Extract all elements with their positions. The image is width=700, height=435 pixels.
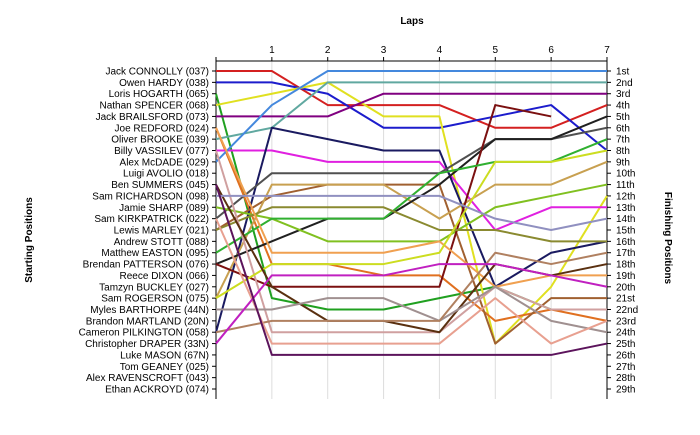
x-axis-title: Laps: [400, 16, 424, 27]
lap-label: 5: [493, 45, 499, 56]
starting-label: Matthew EASTON (095): [101, 248, 209, 259]
starting-label: Jack BRAILSFORD (073): [96, 112, 209, 123]
series-line-23: [216, 285, 608, 334]
series-line-2: [216, 81, 608, 152]
starting-label: Billy VASSILEV (077): [114, 146, 209, 157]
finishing-label: 29th: [616, 384, 635, 395]
series-line-14: [215, 115, 608, 265]
finishing-label: 28th: [616, 373, 635, 384]
series-line-5: [216, 92, 607, 118]
y-axis-right-title: Finishing Positions: [662, 192, 673, 285]
starting-label: Ben SUMMERS (045): [111, 180, 209, 191]
starting-label: Cameron PILKINGTON (058): [79, 328, 209, 339]
starting-label: Tamzyn BUCKLEY (027): [99, 282, 209, 293]
series-line-9: [215, 70, 607, 163]
finishing-label: 25th: [616, 339, 635, 350]
starting-label: Luke MASON (67N): [120, 350, 209, 361]
lap-label: 6: [548, 45, 554, 56]
series-line-8: [216, 149, 607, 231]
starting-label: Reece DIXON (066): [120, 271, 209, 282]
starting-label: Owen HARDY (038): [119, 78, 209, 89]
starting-label: Joe REDFORD (024): [115, 123, 209, 134]
starting-label: Sam KIRKPATRICK (022): [94, 214, 209, 225]
series-line-28: [215, 184, 608, 356]
finishing-label: 3rd: [616, 89, 630, 100]
series-line-27: [216, 194, 608, 231]
finishing-label: 20th: [616, 282, 635, 293]
series-line-6: [215, 127, 608, 322]
starting-label: Jamie SHARP (089): [119, 203, 209, 214]
starting-label: Nathan SPENCER (068): [100, 101, 210, 112]
starting-label: Brandon MARTLAND (20N): [86, 316, 209, 327]
starting-position-labels: Jack CONNOLLY (037)Owen HARDY (038)Loris…: [79, 67, 209, 396]
series-lines: [215, 70, 608, 356]
starting-label: Brendan PATTERSON (076): [83, 260, 209, 271]
starting-label: Myles BARTHORPE (44N): [90, 305, 209, 316]
finishing-label: 5th: [616, 112, 630, 123]
starting-label: Luigi AVOLIO (018): [123, 169, 209, 180]
finishing-label: 10th: [616, 169, 635, 180]
finishing-label: 4th: [616, 101, 630, 112]
lap-tick-labels: 1 2 3 4 5 6 7: [269, 45, 610, 56]
finishing-label: 16th: [616, 237, 635, 248]
starting-label: Sam RICHARDSON (098): [92, 191, 209, 202]
finishing-label: 12th: [616, 191, 635, 202]
series-line-26: [215, 263, 608, 345]
series-line-13: [215, 126, 608, 220]
starting-label: Ethan ACKROYD (074): [105, 384, 209, 395]
finishing-label: 23rd: [616, 316, 636, 327]
finishing-position-labels: 1st2nd3rd4th5th6th7th8th9th10th11th12th1…: [616, 67, 638, 396]
finishing-label: 26th: [616, 350, 635, 361]
finishing-label: 13th: [616, 203, 635, 214]
finishing-label: 18th: [616, 260, 635, 271]
lap-label: 3: [381, 45, 387, 56]
finishing-label: 7th: [616, 135, 630, 146]
finishing-label: 27th: [616, 362, 635, 373]
starting-label: Andrew STOTT (088): [114, 237, 209, 248]
finishing-label: 14th: [616, 214, 635, 225]
starting-label: Loris HOGARTH (065): [109, 89, 209, 100]
starting-label: Christopher DRAPER (33N): [85, 339, 209, 350]
series-line-4: [215, 81, 608, 345]
finishing-label: 21st: [616, 294, 635, 305]
series-line-10: [215, 126, 608, 333]
starting-label: Alex McDADE (029): [120, 157, 209, 168]
starting-label: Lewis MARLEY (021): [114, 225, 209, 236]
axes: [212, 57, 611, 399]
series-line-21: [215, 149, 608, 299]
series-line-15: [215, 183, 608, 243]
lap-label: 4: [437, 45, 443, 56]
lap-label: 7: [604, 45, 610, 56]
finishing-label: 19th: [616, 271, 635, 282]
finishing-label: 9th: [616, 157, 630, 168]
starting-label: Alex RAVENSCROFT (043): [86, 373, 209, 384]
lap-label: 2: [325, 45, 331, 56]
finishing-label: 17th: [616, 248, 635, 259]
starting-label: Oliver BROOKE (039): [111, 135, 209, 146]
series-line-24: [215, 251, 608, 334]
starting-label: Jack CONNOLLY (037): [105, 67, 209, 78]
series-line-7: [215, 81, 607, 141]
finishing-label: 2nd: [616, 78, 633, 89]
finishing-label: 8th: [616, 146, 630, 157]
finishing-label: 11th: [616, 180, 635, 191]
series-line-18: [215, 206, 607, 243]
finishing-label: 15th: [616, 225, 635, 236]
series-line-19: [215, 150, 607, 334]
y-axis-left-title: Starting Positions: [24, 197, 35, 283]
starting-label: Sam ROGERSON (075): [101, 294, 209, 305]
series-line-20: [215, 127, 607, 288]
series-line-25: [215, 218, 608, 345]
finishing-label: 22nd: [616, 305, 638, 316]
finishing-label: 1st: [616, 67, 630, 78]
finishing-label: 24th: [616, 328, 635, 339]
finishing-label: 6th: [616, 123, 630, 134]
starting-label: Tom GEANEY (025): [120, 362, 209, 373]
series-line-1: [216, 70, 608, 129]
lap-label: 1: [269, 45, 275, 56]
